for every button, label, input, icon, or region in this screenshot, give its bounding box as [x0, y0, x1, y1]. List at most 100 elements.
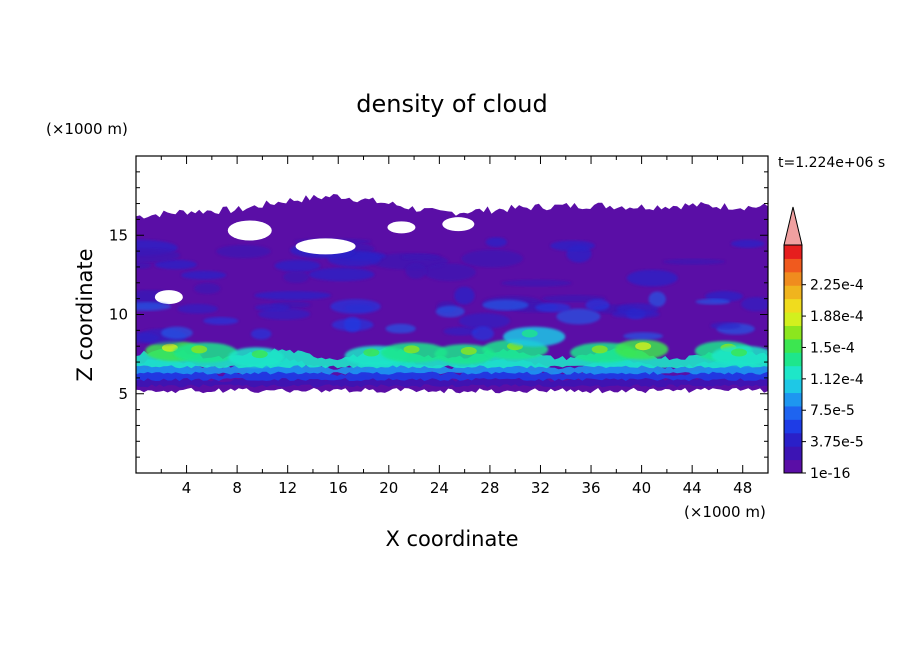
transition-cell	[203, 317, 239, 325]
colorbar-segment	[784, 298, 802, 313]
x-tick-label: 4	[182, 479, 192, 497]
cloud-cell	[181, 270, 227, 280]
y-axis-label: Z coordinate	[73, 248, 97, 381]
transition-cell	[585, 299, 610, 311]
transition-cell	[136, 302, 172, 311]
transition-cell	[161, 326, 193, 340]
x-tick-label: 8	[232, 479, 242, 497]
y-tick-label: 15	[109, 226, 128, 244]
cloud-cell	[216, 244, 271, 258]
transition-cell	[385, 323, 416, 334]
transition-cell	[535, 302, 571, 313]
colorbar-frame	[783, 244, 803, 474]
x-tick-label: 16	[329, 479, 348, 497]
cloud-cell	[662, 258, 726, 265]
cloud-cell	[550, 240, 596, 252]
colorbar-segment	[784, 379, 802, 394]
convective-core	[731, 348, 748, 357]
transition-cell	[177, 303, 218, 314]
plot-area	[136, 194, 768, 394]
colorbar-segment	[784, 365, 802, 380]
colorbar-segment	[784, 352, 802, 367]
chart-title: density of cloud	[356, 90, 547, 118]
transition-cell	[482, 299, 529, 311]
convective-core	[191, 345, 208, 354]
y-tick-label: 5	[118, 385, 128, 403]
transition-cell	[741, 297, 768, 312]
x-tick-label: 12	[278, 479, 297, 497]
transition-cell	[471, 326, 494, 341]
clear-gap	[227, 220, 272, 241]
cloud-cell	[154, 259, 197, 270]
y-axis: 5 10 15	[109, 171, 768, 458]
clear-gap	[442, 217, 475, 232]
colorbar-label: 1e-16	[810, 466, 850, 482]
colorbar-segment	[784, 285, 802, 300]
x-tick-label: 20	[379, 479, 398, 497]
cloud-cell	[454, 286, 475, 305]
convective-core	[521, 329, 538, 338]
transition-cell	[695, 298, 731, 305]
cloud-cell	[405, 263, 427, 279]
cloud-cell	[308, 267, 375, 281]
convective-core	[635, 342, 652, 351]
clear-gap	[387, 221, 416, 234]
x-tick-label: 40	[632, 479, 651, 497]
colorbar-extend-arrow	[783, 206, 803, 246]
x-tick-label: 36	[581, 479, 600, 497]
cloud-cell	[424, 263, 476, 281]
colorbar-segment	[784, 419, 802, 434]
time-label: t=1.224e+06 s	[778, 155, 885, 171]
cloud-cell	[501, 279, 572, 287]
cloud-cell	[136, 248, 181, 263]
cloud-cell	[254, 291, 332, 300]
transition-cell	[648, 291, 666, 308]
cloud-cell	[274, 259, 321, 272]
colorbar-segment	[784, 245, 802, 259]
colorbar-segment	[784, 405, 802, 420]
transition-cell	[250, 328, 272, 340]
x-tick-label: 28	[480, 479, 499, 497]
transition-cell	[136, 332, 160, 344]
cloud-cell	[542, 294, 606, 303]
transition-cell	[435, 305, 465, 318]
transition-cell	[611, 310, 660, 319]
transition-cell	[458, 313, 511, 329]
convective-core	[403, 345, 420, 354]
colorbar: 1e-16 3.75e-5 7.5e-5 1.12e-4 1.5e-4 1.88e-4 2.…	[783, 206, 864, 482]
colorbar-label: 1.12e-4	[810, 372, 864, 388]
y-unit-label: (×1000 m)	[46, 120, 128, 138]
x-tick-label: 44	[683, 479, 702, 497]
transition-cell	[330, 299, 381, 314]
transition-cell	[258, 308, 311, 320]
colorbar-segment	[784, 432, 802, 447]
convective-core	[251, 350, 268, 359]
colorbar-label: 2.25e-4	[810, 278, 864, 294]
colorbar-segment	[784, 338, 802, 353]
colorbar-label: 1.88e-4	[810, 309, 864, 325]
convective-core	[591, 345, 608, 354]
colorbar-segment	[784, 325, 802, 340]
x-tick-label: 24	[430, 479, 449, 497]
cloud-cell	[283, 270, 310, 283]
transition-cell	[710, 322, 741, 330]
cloud-cell	[136, 261, 152, 269]
cloud-cell	[194, 283, 221, 294]
colorbar-label: 3.75e-5	[810, 435, 864, 451]
transition-cell	[556, 308, 601, 325]
y-tick-label: 10	[109, 306, 128, 324]
clear-gap	[154, 290, 183, 305]
colorbar-segment	[784, 312, 802, 326]
cloud-cell	[730, 239, 765, 248]
transition-cell	[443, 327, 478, 336]
cloud-cell	[461, 249, 524, 268]
transition-cell	[623, 332, 664, 340]
cloud-cell	[485, 237, 507, 247]
colorbar-label: 7.5e-5	[810, 403, 855, 419]
colorbar-label: 1.5e-4	[810, 340, 855, 356]
convective-core	[161, 343, 178, 352]
colorbar-segment	[784, 392, 802, 407]
x-tick-label: 48	[733, 479, 752, 497]
colorbar-segment	[784, 459, 802, 474]
